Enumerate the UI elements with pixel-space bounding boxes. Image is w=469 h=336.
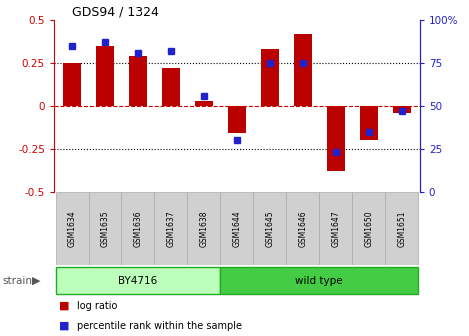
Bar — [294, 34, 312, 106]
Bar — [286, 192, 319, 265]
Text: ■: ■ — [59, 321, 69, 331]
Bar — [261, 49, 279, 106]
Text: GSM1651: GSM1651 — [397, 210, 406, 247]
Bar — [326, 106, 345, 171]
Bar — [360, 106, 378, 140]
Bar — [162, 68, 180, 106]
Text: GSM1634: GSM1634 — [68, 210, 76, 247]
Bar — [253, 192, 286, 265]
Text: GSM1638: GSM1638 — [199, 210, 208, 247]
Bar — [129, 56, 147, 106]
Text: GSM1645: GSM1645 — [265, 210, 274, 247]
Text: GSM1644: GSM1644 — [232, 210, 242, 247]
Bar — [154, 192, 188, 265]
Bar — [352, 192, 385, 265]
Bar — [228, 106, 246, 133]
Text: GSM1650: GSM1650 — [364, 210, 373, 247]
Bar — [121, 192, 154, 265]
Bar — [385, 192, 418, 265]
Bar — [89, 192, 121, 265]
Bar — [220, 267, 418, 294]
Text: percentile rank within the sample: percentile rank within the sample — [77, 321, 242, 331]
Bar — [195, 101, 213, 106]
Text: GDS94 / 1324: GDS94 / 1324 — [72, 6, 159, 19]
Text: GSM1635: GSM1635 — [100, 210, 110, 247]
Text: BY4716: BY4716 — [118, 276, 158, 286]
Bar — [56, 267, 220, 294]
Bar — [220, 192, 253, 265]
Text: GSM1646: GSM1646 — [298, 210, 307, 247]
Text: GSM1637: GSM1637 — [166, 210, 175, 247]
Text: strain: strain — [2, 276, 32, 286]
Bar — [393, 106, 411, 113]
Text: ▶: ▶ — [32, 276, 40, 286]
Text: GSM1647: GSM1647 — [331, 210, 340, 247]
Bar — [96, 46, 114, 106]
Bar — [319, 192, 352, 265]
Text: GSM1636: GSM1636 — [134, 210, 143, 247]
Bar — [56, 192, 89, 265]
Text: ■: ■ — [59, 301, 69, 311]
Text: log ratio: log ratio — [77, 301, 118, 311]
Bar — [63, 63, 81, 106]
Bar — [188, 192, 220, 265]
Text: wild type: wild type — [295, 276, 343, 286]
